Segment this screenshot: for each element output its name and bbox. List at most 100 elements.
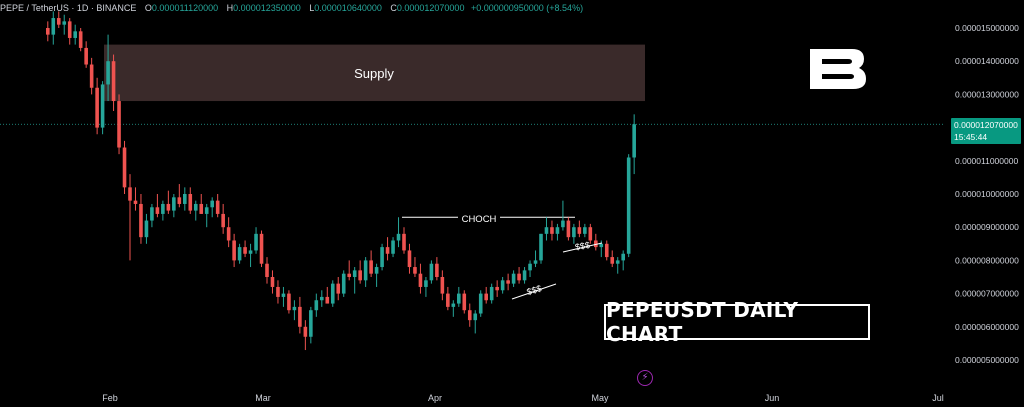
candle-body — [100, 84, 105, 128]
liquidity-label-1: $$$ — [526, 283, 543, 297]
candle-body — [161, 203, 165, 214]
candle-body — [561, 220, 565, 228]
candle-body — [457, 293, 461, 304]
symbol-name: PEPE / TetherUS · 1D · BINANCE — [0, 3, 137, 13]
candle-body — [577, 227, 582, 234]
candle-body — [150, 207, 154, 221]
candle-body — [418, 273, 423, 287]
candle-body — [478, 293, 483, 314]
candle-body — [615, 260, 620, 264]
candle-body — [166, 203, 171, 211]
candle-body — [276, 286, 280, 297]
candle-body — [517, 273, 521, 281]
candle-body — [467, 310, 472, 321]
candle-body — [172, 197, 176, 211]
y-tick-label: 0.000014000000 — [955, 56, 1019, 66]
y-axis: 0.000015000000 0.000014000000 0.0000130000… — [955, 23, 1019, 365]
candle-body — [248, 250, 253, 254]
candle-body — [528, 263, 532, 271]
candle-body — [539, 233, 543, 261]
candle-body — [446, 293, 450, 307]
candle-body — [325, 296, 330, 304]
open-value: 0.000011120000 — [151, 3, 219, 13]
candle-body — [336, 283, 341, 294]
candle-body — [500, 280, 505, 291]
candle-body — [604, 243, 609, 258]
candle-body — [89, 64, 94, 88]
candle-body — [555, 227, 560, 234]
candles-group — [46, 11, 636, 351]
candle-body — [402, 233, 406, 251]
choch-label-bg — [458, 212, 500, 225]
candle-body — [594, 240, 598, 248]
candle-body — [462, 293, 467, 311]
candle-body — [391, 240, 395, 254]
candle-body — [144, 220, 149, 238]
candle-body — [183, 194, 187, 204]
candle-body — [363, 260, 368, 281]
candle-body — [374, 267, 379, 274]
y-tick-label: 0.000006000000 — [955, 322, 1019, 332]
candle-body — [424, 280, 428, 287]
close-value: 0.000012070000 — [396, 3, 465, 13]
x-axis: Feb Mar Apr May Jun Jul — [102, 393, 944, 403]
candle-body — [429, 263, 434, 281]
candle-body — [281, 293, 286, 297]
candle-body — [215, 200, 220, 214]
candle-body — [243, 247, 247, 254]
candle-body — [495, 286, 499, 291]
candle-body — [122, 147, 127, 188]
candle-body — [56, 18, 61, 25]
candle-body — [287, 293, 291, 311]
candle-body — [67, 21, 72, 38]
candle-body — [292, 306, 297, 311]
candle-body — [396, 233, 401, 241]
candle-body — [232, 240, 236, 261]
candle-body — [358, 270, 362, 281]
current-price-tag: 0.000012070000 15:45:44 — [951, 118, 1021, 144]
candle-body — [226, 227, 231, 241]
candle-body — [610, 257, 615, 264]
x-tick-label: Apr — [428, 393, 442, 403]
candle-body — [385, 247, 390, 254]
candle-body — [632, 124, 636, 158]
y-tick-label: 0.000011000000 — [955, 156, 1018, 166]
candle-body — [544, 227, 549, 234]
candle-body — [199, 203, 204, 214]
candle-body — [599, 243, 604, 248]
candle-body — [506, 280, 510, 284]
candle-body — [210, 200, 214, 208]
liquidity-label-2: $$$ — [574, 240, 591, 252]
candle-body — [320, 296, 324, 301]
y-tick-label: 0.000008000000 — [955, 255, 1019, 265]
supply-zone — [104, 44, 645, 102]
candle-body — [566, 220, 571, 238]
candle-body — [330, 283, 335, 304]
candle-body — [265, 263, 269, 277]
candle-body — [193, 203, 198, 211]
candle-body — [533, 260, 538, 264]
candle-body — [435, 263, 439, 277]
candle-body — [572, 227, 576, 238]
candle-body — [347, 273, 351, 277]
high-label: H — [226, 3, 234, 13]
candle-body — [188, 194, 193, 211]
candle-body — [46, 28, 50, 35]
candle-body — [303, 326, 308, 337]
bar-countdown: 15:45:44 — [954, 132, 988, 142]
candle-body — [111, 61, 116, 102]
x-tick-label: Feb — [102, 393, 118, 403]
flash-icon[interactable]: ⚡ — [637, 370, 653, 386]
candle-body — [309, 310, 313, 337]
candle-body — [139, 203, 143, 238]
candle-body — [473, 313, 478, 321]
candle-body — [155, 207, 160, 214]
candle-body — [270, 277, 275, 287]
open-label: O — [144, 3, 152, 13]
candle-body — [204, 207, 209, 214]
liquidity-line-2 — [562, 242, 603, 253]
candle-body — [583, 227, 587, 234]
low-value: 0.000010640000 — [314, 3, 382, 13]
brand-logo-icon — [810, 49, 866, 89]
